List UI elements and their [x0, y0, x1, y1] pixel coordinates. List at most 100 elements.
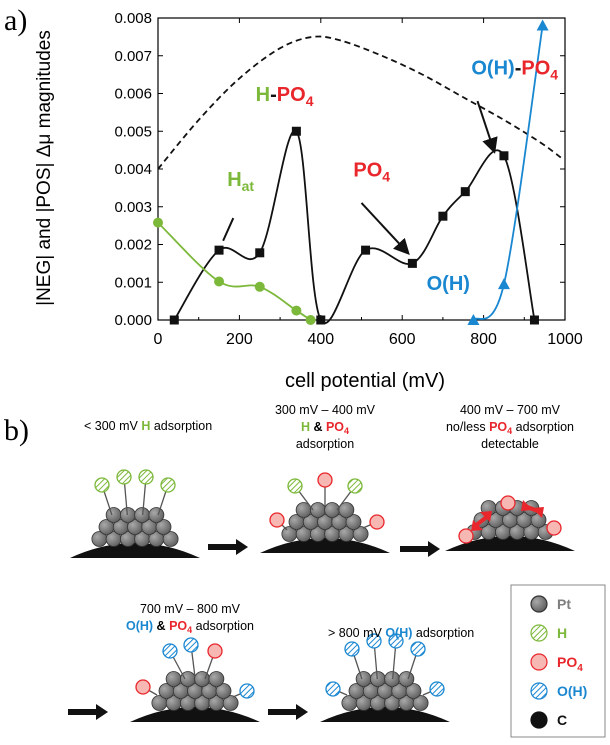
- y-tick-label: 0.003: [114, 199, 152, 216]
- oh-adsorbate-icon: [429, 681, 445, 697]
- carbon-support: [260, 538, 390, 553]
- stage5-oh: O(H): [385, 626, 412, 640]
- svg-text:> 800 mV O(H) adsorption: > 800 mV O(H) adsorption: [328, 626, 474, 640]
- series-o-h--point: [467, 314, 480, 325]
- y-tick-label: 0.001: [114, 274, 152, 291]
- annotation-oh: O(H): [427, 273, 470, 295]
- legend-label: PO4: [557, 654, 583, 674]
- oh-adsorbate-icon: [325, 681, 341, 697]
- series-o-h--line: [472, 25, 544, 321]
- desorption-arrowhead-icon: [471, 520, 483, 531]
- po4-desorbed-icon: [458, 528, 474, 544]
- step-arrow-icon: [68, 704, 108, 720]
- h-adsorbate-icon: [347, 478, 363, 494]
- annotation-oh-po4: O(H)-PO4: [471, 58, 558, 83]
- oh-adsorbate-icon: [388, 633, 404, 649]
- carbon-dot-icon: [530, 711, 548, 729]
- legend-label: C: [557, 712, 567, 728]
- y-tick-label: 0.005: [114, 123, 152, 140]
- stage3-detectable: detectable: [481, 437, 539, 451]
- series-h-at-point: [305, 315, 316, 325]
- x-tick-label: 400: [307, 331, 334, 348]
- oh-hatched-circle-icon: [530, 682, 548, 700]
- stage1-pre: < 300 mV: [84, 419, 141, 433]
- x-tick-label: 600: [389, 331, 416, 348]
- annotation-h-at-pointer: [222, 217, 235, 242]
- stage5-pre: > 800 mV: [328, 626, 385, 640]
- po4-desorbed-icon: [500, 495, 516, 511]
- annotation-h-po4: H-PO4: [256, 84, 314, 109]
- chart-a: 0 200 400 600 800 1000 0.000 0.001 0.002 0.003 0.0…: [34, 10, 583, 392]
- carbon-support: [70, 543, 200, 558]
- stage5-post: adsorption: [412, 626, 474, 640]
- stage4-caption: 700 mV – 800 mV O(H) & PO4 adsorption: [126, 602, 254, 635]
- oh-adsorbate-icon: [183, 637, 199, 653]
- legend-box: Pt H PO4 O(H) C: [510, 584, 606, 738]
- stage2-amp: &: [310, 420, 326, 434]
- series-o-h--point: [497, 278, 510, 290]
- stage4-oh: O(H): [126, 619, 153, 633]
- x-axis-label: cell potential (mV): [285, 370, 445, 392]
- series-h-at-point: [153, 217, 163, 228]
- stage2-particle: [260, 472, 390, 553]
- po4-desorbed-icon: [546, 520, 562, 536]
- series-h-po4-point: [460, 187, 470, 197]
- annotation-h-at: Hat: [227, 169, 254, 194]
- y-tick-label: 0.007: [114, 48, 152, 65]
- pt-atom: [369, 671, 386, 687]
- stage3-po-sub: 4: [507, 426, 512, 436]
- oh-adsorbate-icon: [344, 641, 360, 657]
- series-h-at-line: [157, 221, 312, 321]
- stage3-particle: [445, 495, 575, 551]
- po4-adsorbate-icon: [269, 512, 285, 528]
- adsorption-schematic: [68, 469, 575, 722]
- step-arrow-icon: [268, 704, 308, 720]
- stage1-particle: [70, 469, 200, 558]
- chart-annotations: Hat H-PO4 PO4 O(H)-PO4 O(H): [222, 58, 558, 295]
- stage3-pre: no/less: [446, 420, 489, 434]
- oh-adsorbate-icon: [239, 683, 255, 699]
- stage1-caption: < 300 mV H adsorption: [84, 419, 212, 433]
- series-h-po4-line: [173, 129, 536, 324]
- y-tick-label: 0.000: [114, 312, 152, 329]
- y-axis-label: |NEG| and |POS| Δμ magnitudes: [34, 30, 55, 306]
- series-h-po4-point: [407, 258, 417, 268]
- x-tick-label: 200: [226, 331, 253, 348]
- series-o-h--point: [536, 19, 549, 31]
- y-tick-label: 0.004: [114, 161, 152, 178]
- stage2-range: 300 mV – 400 mV: [275, 403, 376, 417]
- series-h-po4-point: [169, 315, 179, 325]
- stage4-po: PO: [169, 619, 187, 633]
- stage2-h: H: [301, 420, 310, 434]
- stage3-po: PO: [489, 420, 507, 434]
- stage3-post: adsorption: [512, 420, 574, 434]
- pt-atom: [398, 671, 415, 687]
- pt-atom: [105, 507, 122, 523]
- stage4-particle: [130, 637, 260, 722]
- pt-atom: [352, 526, 369, 542]
- x-tick-label: 0: [154, 331, 163, 348]
- h-adsorbate-icon: [116, 469, 132, 485]
- stage2-adsorption: adsorption: [296, 437, 354, 451]
- oh-adsorbate-icon: [410, 641, 426, 657]
- pt-atom: [222, 695, 239, 711]
- desorption-arrowhead-icon: [521, 500, 533, 511]
- series-h-po4-point: [214, 245, 224, 255]
- carbon-support: [130, 707, 260, 722]
- svg-text:O(H) & PO4 adsorption: O(H) & PO4 adsorption: [126, 619, 254, 635]
- pt-atom: [405, 683, 422, 699]
- svg-text:H & PO4: H & PO4: [301, 420, 349, 436]
- stage2-po: PO: [326, 420, 344, 434]
- stage2-caption: 300 mV – 400 mV H & PO4 adsorption: [275, 403, 376, 451]
- panel-b-label: b): [4, 414, 29, 447]
- po4-circle-icon: [530, 653, 548, 671]
- chart-axes: 0 200 400 600 800 1000 0.000 0.001 0.002 0.003 0.0…: [114, 10, 582, 348]
- legend-label: Pt: [557, 596, 571, 612]
- stage3-range: 400 mV – 700 mV: [460, 403, 561, 417]
- pt-atom: [208, 671, 225, 687]
- panel-a-label: a): [4, 4, 27, 37]
- step-arrow-icon: [208, 539, 248, 555]
- series-markers: [153, 19, 549, 325]
- y-tick-label: 0.002: [114, 237, 152, 254]
- series-h-po4-point: [255, 248, 265, 258]
